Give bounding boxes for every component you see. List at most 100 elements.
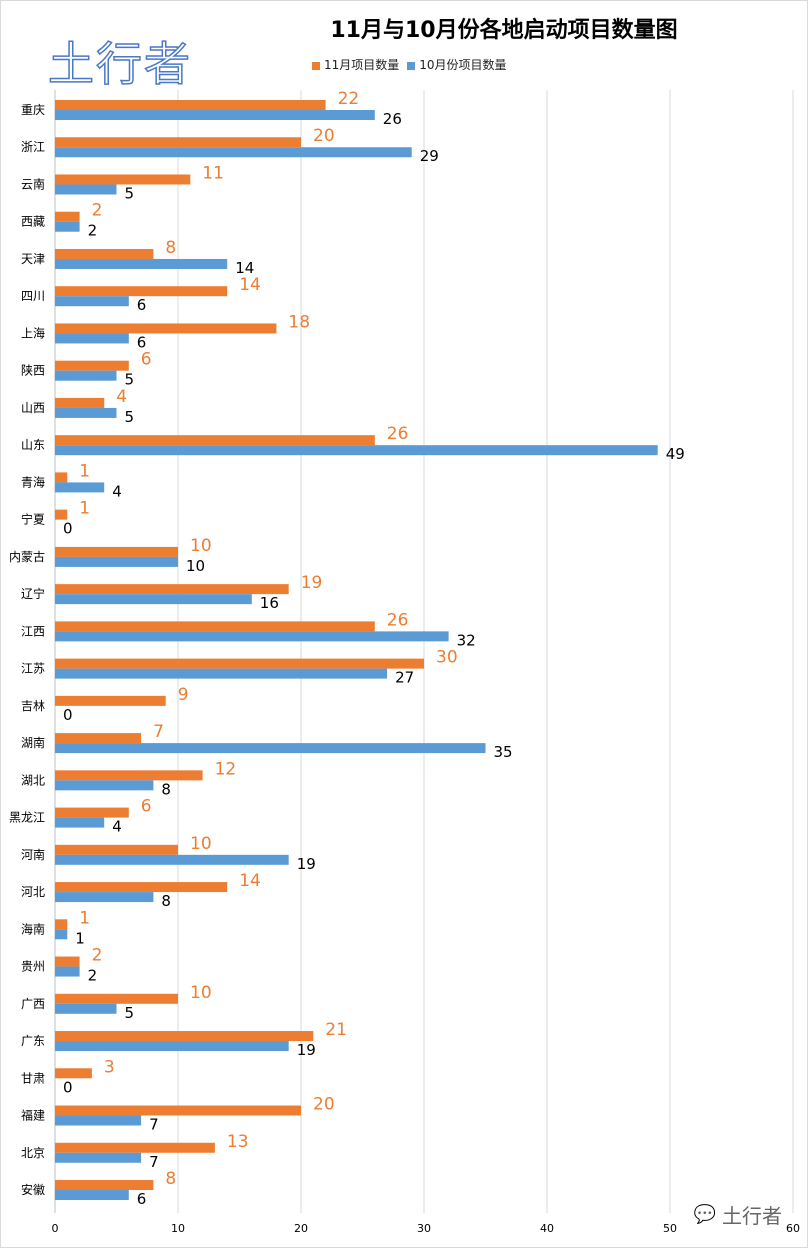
y-tick-label: 陕西 xyxy=(21,363,45,378)
y-tick-label: 北京 xyxy=(21,1146,45,1160)
bar-oct xyxy=(55,1190,129,1200)
x-tick-label: 60 xyxy=(786,1222,800,1235)
data-label-nov: 20 xyxy=(313,126,335,146)
data-label-nov: 1 xyxy=(79,461,90,481)
bar-nov xyxy=(55,286,228,297)
y-tick-label: 天津 xyxy=(21,252,45,266)
data-label-nov: 8 xyxy=(165,238,176,258)
y-tick-label: 甘肃 xyxy=(21,1071,45,1085)
legend-item-nov: 11月项目数量 xyxy=(312,56,399,73)
y-tick-label: 山东 xyxy=(21,438,45,452)
bar-oct xyxy=(55,482,105,493)
bar-nov xyxy=(55,1031,314,1042)
data-label-nov: 3 xyxy=(104,1057,115,1077)
bar-oct xyxy=(55,743,486,754)
data-label-oct: 27 xyxy=(395,669,414,687)
bar-oct xyxy=(55,296,129,307)
data-label-oct: 8 xyxy=(161,892,171,910)
bar-oct xyxy=(55,184,117,195)
bar-nov xyxy=(55,919,68,930)
bar-oct xyxy=(55,258,228,269)
data-label-nov: 10 xyxy=(190,983,212,1003)
legend-item-oct: 10月份项目数量 xyxy=(407,56,507,73)
bar-nov xyxy=(55,509,68,520)
data-label-oct: 19 xyxy=(297,1041,316,1059)
watermark-bottom: 💬 土行者 xyxy=(694,1200,782,1229)
bar-nov xyxy=(55,733,142,744)
bar-oct xyxy=(55,1115,142,1126)
bar-oct xyxy=(55,1003,117,1014)
y-tick-label: 内蒙古 xyxy=(9,549,45,564)
bar-oct xyxy=(55,370,117,381)
bar-nov xyxy=(55,211,80,222)
y-tick-label: 山西 xyxy=(21,401,45,415)
bar-oct xyxy=(55,1041,289,1052)
bar-oct xyxy=(55,892,154,903)
bar-oct xyxy=(55,668,388,679)
y-tick-label: 宁夏 xyxy=(21,512,45,527)
data-label-nov: 18 xyxy=(288,312,310,332)
bar-oct xyxy=(55,556,178,567)
y-tick-label: 江西 xyxy=(21,624,45,638)
data-label-oct: 7 xyxy=(149,1153,159,1171)
data-label-nov: 26 xyxy=(387,424,409,444)
bar-nov xyxy=(55,882,228,893)
y-tick-label: 青海 xyxy=(21,474,45,489)
bar-nov xyxy=(55,546,178,557)
data-label-oct: 35 xyxy=(494,743,513,761)
data-label-nov: 30 xyxy=(436,648,458,668)
data-label-nov: 6 xyxy=(141,350,152,370)
data-label-oct: 5 xyxy=(125,371,135,389)
data-label-oct: 29 xyxy=(420,147,439,165)
data-label-nov: 20 xyxy=(313,1095,335,1115)
bar-oct xyxy=(55,1152,142,1163)
data-label-nov: 1 xyxy=(79,499,90,519)
data-label-oct: 4 xyxy=(112,482,122,500)
y-tick-label: 广西 xyxy=(21,997,45,1011)
bar-oct xyxy=(55,221,80,232)
data-label-nov: 14 xyxy=(239,275,261,295)
bar-nov xyxy=(55,658,424,669)
y-tick-label: 湖北 xyxy=(21,772,45,787)
data-label-oct: 16 xyxy=(260,594,279,612)
data-label-oct: 19 xyxy=(297,855,316,873)
data-label-nov: 4 xyxy=(116,387,127,407)
y-tick-label: 重庆 xyxy=(21,103,45,117)
data-label-oct: 32 xyxy=(457,631,476,649)
y-tick-label: 四川 xyxy=(21,289,45,303)
watermark-text: 土行者 xyxy=(722,1204,782,1228)
data-label-nov: 26 xyxy=(387,610,409,630)
data-label-nov: 22 xyxy=(338,89,360,109)
data-label-oct: 0 xyxy=(63,706,73,724)
legend-label-oct: 10月份项目数量 xyxy=(419,58,507,72)
bar-nov xyxy=(55,174,191,185)
bar-nov xyxy=(55,435,375,446)
chart-title: 11月与10月份各地启动项目数量图 xyxy=(330,18,678,43)
y-tick-label: 河北 xyxy=(21,885,45,899)
y-tick-label: 黑龙江 xyxy=(9,811,45,825)
y-tick-label: 西藏 xyxy=(21,215,45,229)
bar-nov xyxy=(55,1180,154,1190)
y-tick-label: 广东 xyxy=(21,1034,45,1048)
data-label-nov: 2 xyxy=(92,201,103,221)
bar-nov xyxy=(55,1105,301,1116)
x-tick-label: 10 xyxy=(171,1222,185,1235)
data-label-oct: 5 xyxy=(125,408,135,426)
bar-nov xyxy=(55,695,166,706)
data-label-oct: 4 xyxy=(112,818,122,836)
data-label-nov: 11 xyxy=(202,163,224,183)
bar-oct xyxy=(55,407,117,418)
bar-oct xyxy=(55,147,412,158)
data-label-oct: 49 xyxy=(666,445,685,463)
y-tick-label: 江苏 xyxy=(21,662,45,676)
data-label-nov: 12 xyxy=(215,759,237,779)
data-label-oct: 7 xyxy=(149,1116,159,1134)
bar-nov xyxy=(55,1142,215,1153)
data-label-nov: 21 xyxy=(325,1020,347,1040)
data-label-oct: 10 xyxy=(186,557,205,575)
data-label-oct: 14 xyxy=(235,259,254,277)
bar-nov xyxy=(55,248,154,259)
y-tick-label: 上海 xyxy=(21,325,45,340)
data-label-oct: 5 xyxy=(125,1004,135,1022)
